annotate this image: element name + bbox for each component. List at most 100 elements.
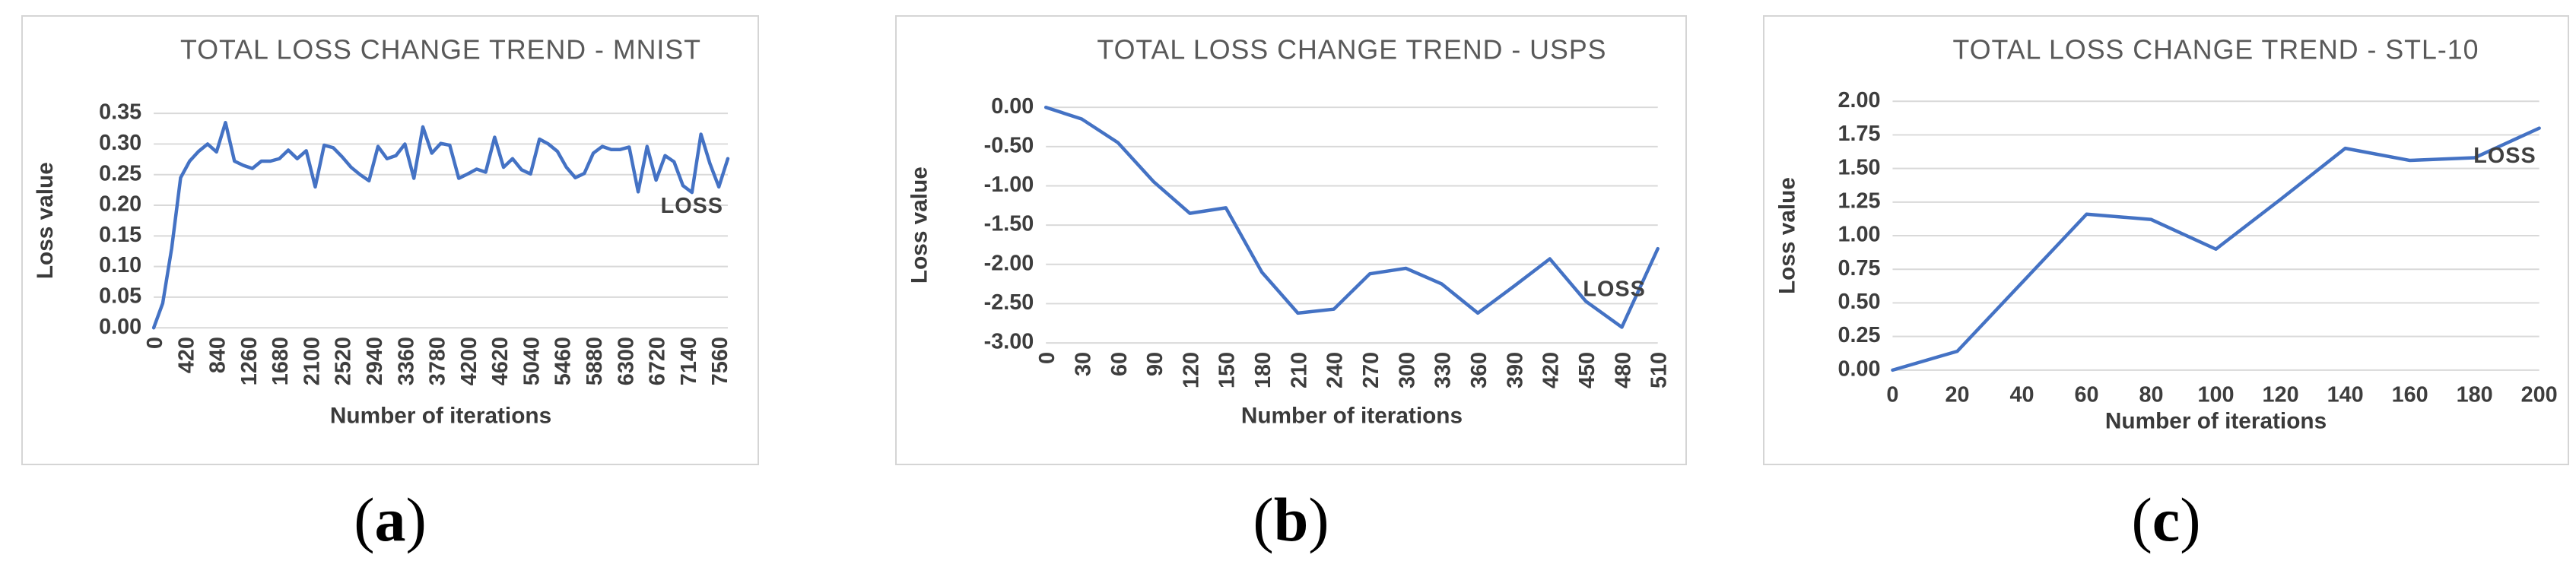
x-tick-label: 180: [2457, 383, 2493, 407]
y-tick-label: 0.00: [991, 94, 1034, 119]
x-tick-label: 7140: [677, 337, 701, 385]
x-axis-title: Number of iterations: [330, 403, 551, 428]
caption-letter: a: [374, 485, 406, 554]
x-tick-label: 1260: [237, 337, 262, 385]
x-tick-label: 4620: [488, 337, 513, 385]
caption-c: (c): [1763, 482, 2569, 561]
x-tick-label: 510: [1647, 352, 1672, 388]
x-tick-label: 4200: [457, 337, 481, 385]
x-tick-label: 5880: [583, 337, 607, 385]
y-axis-title: Loss value: [1774, 177, 1799, 294]
y-tick-label: 1.50: [1838, 155, 1880, 179]
x-tick-label: 2520: [332, 337, 356, 385]
x-tick-label: 120: [2263, 383, 2299, 407]
y-axis-title: Loss value: [33, 162, 58, 279]
caption-letter: b: [1273, 485, 1309, 554]
x-tick-label: 240: [1323, 352, 1348, 388]
y-tick-label: 2.00: [1838, 88, 1880, 113]
y-tick-label: 0.25: [99, 161, 141, 185]
x-tick-label: 1680: [268, 337, 293, 385]
x-tick-label: 90: [1143, 352, 1167, 376]
y-tick-label: 0.35: [99, 100, 141, 125]
x-tick-label: 30: [1071, 352, 1095, 376]
chart-title: TOTAL LOSS CHANGE TREND - STL-10: [1953, 35, 2479, 65]
y-axis-title: Loss value: [907, 166, 932, 284]
y-tick-label: 1.00: [1838, 223, 1880, 247]
x-tick-label: 420: [174, 337, 199, 373]
x-tick-label: 300: [1395, 352, 1419, 388]
stl10-loss-line-chart: 2.00 1.75 1.50 1.25 1.00 0.75 0.50 0.25 0.000 20 4…: [1774, 35, 2558, 434]
caption-letter: c: [2152, 485, 2181, 554]
x-tick-label: 200: [2521, 383, 2558, 407]
x-tick-label: 100: [2198, 383, 2235, 407]
x-tick-label: 3780: [426, 337, 450, 385]
caption-paren-open: (: [2131, 485, 2152, 554]
caption-paren-open: (: [354, 485, 375, 554]
x-tick-label: 160: [2392, 383, 2428, 407]
y-tick-label: 0.10: [99, 253, 141, 277]
caption-paren-close: ): [2180, 485, 2201, 554]
chart-panel-stl10: 2.00 1.75 1.50 1.25 1.00 0.75 0.50 0.25 0.00 0 20 4…: [1763, 15, 2569, 465]
x-tick-label: 210: [1287, 352, 1311, 388]
x-tick-label: 5040: [519, 337, 544, 385]
x-tick-label: 6300: [614, 337, 638, 385]
x-tick-label: 180: [1251, 352, 1275, 388]
x-tick-label: 5460: [551, 337, 576, 385]
x-tick-label: 360: [1467, 352, 1491, 388]
x-tick-label: 390: [1503, 352, 1527, 388]
loss-series-label: LOSS: [661, 194, 723, 218]
x-tick-label: 480: [1611, 352, 1635, 388]
loss-series-line: [1891, 126, 2541, 372]
loss-series-label: LOSS: [2473, 144, 2536, 168]
x-tick-label: 2940: [363, 337, 387, 385]
x-tick-label: 150: [1215, 352, 1240, 388]
caption-paren-close: ): [405, 485, 427, 554]
caption-a: (a): [21, 482, 759, 561]
mnist-loss-line-chart: 0.35 0.30 0.25 0.20 0.15 0.10 0.05 0.000 420 840 1…: [33, 35, 732, 429]
y-tick-label: 0.30: [99, 131, 141, 155]
y-tick-label: 0.50: [1838, 290, 1880, 314]
y-tick-label: -0.50: [984, 133, 1034, 157]
x-axis-title: Number of iterations: [2105, 408, 2327, 433]
x-tick-label: 420: [1539, 352, 1564, 388]
usps-loss-line-chart: 0.00 -0.50 -1.00 -1.50 -2.00 -2.50 -3.000 30 60 9…: [907, 35, 1672, 429]
chart-panel-usps: 0.00 -0.50 -1.00 -1.50 -2.00 -2.50 -3.00 0 30 60 9…: [895, 15, 1687, 465]
x-tick-label: 840: [206, 337, 230, 373]
x-tick-label: 330: [1431, 352, 1456, 388]
x-tick-label: 20: [1945, 383, 1969, 407]
x-tick-label: 40: [2009, 383, 2034, 407]
y-tick-label: -1.00: [984, 173, 1034, 197]
chart-title: TOTAL LOSS CHANGE TREND - USPS: [1097, 35, 1606, 65]
x-tick-label: 120: [1179, 352, 1203, 388]
y-tick-label: -2.00: [984, 251, 1034, 275]
y-tick-label: 0.75: [1838, 256, 1880, 280]
x-tick-label: 60: [2074, 383, 2098, 407]
caption-b: (b): [895, 482, 1687, 561]
y-tick-label: 0.20: [99, 192, 141, 217]
x-tick-label: 140: [2327, 383, 2364, 407]
caption-paren-close: ): [1308, 485, 1329, 554]
y-tick-label: 0.00: [1838, 357, 1880, 381]
chart-panel-mnist: 0.35 0.30 0.25 0.20 0.15 0.10 0.05 0.00 0 420 840 1…: [21, 15, 759, 465]
x-tick-label: 7560: [708, 337, 732, 385]
x-tick-label: 80: [2139, 383, 2164, 407]
y-tick-label: -2.50: [984, 290, 1034, 315]
x-tick-label: 2100: [300, 337, 324, 385]
y-tick-label: 1.25: [1838, 189, 1880, 213]
y-tick-label: -1.50: [984, 212, 1034, 236]
x-tick-label: 0: [143, 337, 167, 349]
x-axis-title: Number of iterations: [1241, 403, 1463, 428]
y-tick-label: -3.00: [984, 330, 1034, 354]
caption-paren-open: (: [1253, 485, 1274, 554]
x-tick-label: 60: [1107, 352, 1132, 376]
y-tick-label: 0.15: [99, 223, 141, 247]
x-tick-label: 6720: [646, 337, 670, 385]
x-tick-label: 0: [1886, 383, 1898, 407]
x-tick-label: 270: [1359, 352, 1383, 388]
y-tick-label: 0.05: [99, 284, 141, 309]
y-tick-label: 0.00: [99, 315, 141, 339]
loss-series-line: [1043, 105, 1660, 329]
y-tick-label: 1.75: [1838, 122, 1880, 146]
x-tick-label: 0: [1035, 352, 1059, 364]
